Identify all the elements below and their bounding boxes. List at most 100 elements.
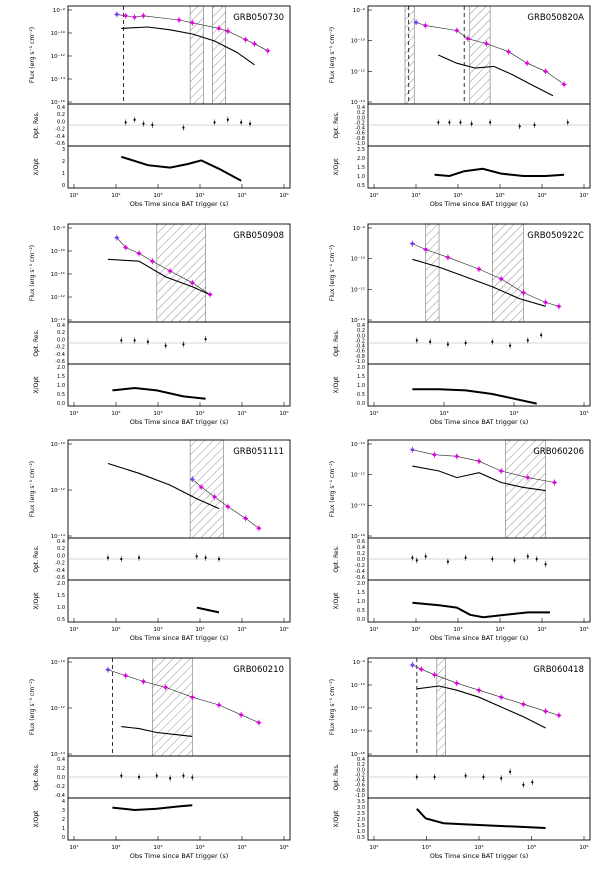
ratio-tick-label: 0.5 bbox=[357, 392, 365, 398]
xray-point bbox=[410, 448, 414, 452]
x-axis-label: Obs Time since BAT trigger (s) bbox=[130, 200, 229, 208]
x-tick-label: 10² bbox=[111, 626, 120, 633]
flux-tick-label: 10⁻¹⁴ bbox=[51, 76, 66, 83]
residual-tick-label: -0.6 bbox=[355, 575, 365, 581]
xray-point bbox=[141, 679, 146, 684]
ratio-tick-label: 1.0 bbox=[357, 829, 365, 835]
residual-point bbox=[533, 123, 536, 127]
optical-model-line bbox=[121, 26, 255, 66]
flux-tick-label: 10⁻¹² bbox=[51, 53, 65, 60]
ratio-tick-label: 0 bbox=[62, 183, 65, 189]
hatch-band bbox=[425, 223, 440, 323]
panel-grb060418: GRB060418 Flux (erg s⁻¹ cm⁻²) Opt. Res. X/O… bbox=[329, 657, 591, 860]
residual-tick-label: 0.0 bbox=[357, 557, 365, 563]
residual-tick-label: 0.2 bbox=[357, 762, 365, 768]
ratio-axis-label: X/Opt bbox=[333, 592, 340, 610]
xray-point bbox=[190, 281, 194, 285]
residual-point bbox=[508, 770, 512, 773]
residual-tick-label: -0.2 bbox=[55, 127, 65, 133]
residual-point bbox=[191, 776, 194, 779]
ratio-tick-label: 2.0 bbox=[357, 581, 365, 587]
panel-grb050908: GRB050908 Flux (erg s⁻¹ cm⁻²) Opt. Res. X/O… bbox=[29, 223, 291, 426]
xray-point bbox=[499, 277, 503, 281]
ratio-curve bbox=[412, 601, 550, 619]
residual-point bbox=[540, 334, 543, 337]
residual-axis-label: Opt. Res. bbox=[33, 763, 40, 790]
residual-point bbox=[415, 339, 418, 342]
flux-tick-label: 10⁻¹⁰ bbox=[51, 441, 66, 448]
residual-point bbox=[120, 557, 123, 561]
residual-point bbox=[133, 118, 136, 121]
residual-point bbox=[151, 123, 154, 127]
residual-axis-label: Opt. Res. bbox=[33, 545, 40, 572]
flux-tick-label: 10⁻¹² bbox=[351, 286, 365, 293]
x-axis-label: Obs Time since BAT trigger (s) bbox=[130, 418, 229, 426]
residual-tick-label: 0.4 bbox=[357, 545, 365, 551]
residual-tick-label: 0.0 bbox=[357, 115, 365, 121]
flux-axis-label: Flux (erg s⁻¹ cm⁻²) bbox=[29, 461, 36, 517]
panel-title: GRB050922C bbox=[527, 231, 584, 241]
ratio-frame bbox=[367, 797, 591, 841]
optical-model-line bbox=[412, 465, 546, 492]
residual-tick-label: -1.0 bbox=[355, 141, 365, 147]
x-tick-label: 10¹ bbox=[69, 410, 78, 417]
residual-point bbox=[164, 344, 167, 347]
residual-tick-label: -0.6 bbox=[55, 359, 65, 365]
residual-point bbox=[155, 774, 158, 777]
xray-point bbox=[208, 292, 212, 297]
residual-point bbox=[535, 557, 538, 561]
xray-point bbox=[433, 673, 437, 677]
ratio-tick-label: 1.0 bbox=[57, 605, 65, 611]
xray-point bbox=[477, 459, 481, 463]
xray-point bbox=[562, 82, 566, 86]
xray-point bbox=[124, 674, 128, 678]
x-tick-label: 10⁵ bbox=[237, 192, 246, 199]
panel-grb060210: GRB060210 Flux (erg s⁻¹ cm⁻²) Opt. Res. X/O… bbox=[29, 657, 291, 860]
ratio-tick-label: 2.0 bbox=[57, 581, 65, 587]
flux-tick-label: 10⁻¹² bbox=[351, 705, 365, 712]
xray-point bbox=[521, 702, 526, 706]
x-tick-label: 10¹ bbox=[369, 626, 378, 633]
ratio-frame bbox=[367, 145, 591, 189]
ratio-tick-label: 0.5 bbox=[357, 183, 365, 189]
residual-point bbox=[182, 343, 185, 346]
ratio-tick-label: 2.0 bbox=[357, 156, 365, 162]
xray-point bbox=[410, 242, 414, 246]
residual-point bbox=[513, 559, 516, 562]
residual-tick-label: 0.4 bbox=[57, 323, 65, 329]
residual-point bbox=[491, 340, 494, 343]
residual-point bbox=[142, 122, 145, 125]
ratio-tick-label: 2.5 bbox=[357, 811, 365, 817]
residual-tick-label: 0.4 bbox=[357, 757, 365, 763]
x-tick-label: 10² bbox=[411, 626, 420, 633]
residual-point bbox=[446, 560, 450, 563]
residual-point bbox=[248, 122, 252, 125]
residual-point bbox=[526, 555, 529, 558]
x-axis-label: Obs Time since BAT trigger (s) bbox=[430, 418, 529, 426]
xray-point bbox=[423, 24, 427, 28]
residual-point bbox=[204, 556, 207, 559]
ratio-frame bbox=[367, 363, 591, 407]
hatch-band bbox=[505, 439, 546, 539]
residual-tick-label: -0.6 bbox=[355, 783, 365, 789]
x-tick-label: 10⁶ bbox=[279, 192, 289, 199]
xray-point bbox=[257, 721, 261, 725]
ratio-tick-label: 2 bbox=[62, 159, 65, 165]
optical-model-line bbox=[438, 54, 554, 97]
xray-point bbox=[141, 14, 146, 18]
residual-point bbox=[169, 777, 172, 780]
ratio-tick-label: 0.0 bbox=[357, 401, 365, 407]
xray-point bbox=[455, 681, 459, 685]
xray-point bbox=[499, 695, 503, 699]
residual-tick-label: 0.0 bbox=[57, 553, 65, 559]
flux-tick-label: 10⁻⁹ bbox=[353, 659, 365, 666]
ratio-axis-label: X/Opt bbox=[33, 592, 40, 610]
ratio-axis-label: X/Opt bbox=[333, 376, 340, 394]
residual-point bbox=[544, 563, 547, 566]
x-tick-label: 10² bbox=[111, 844, 120, 851]
residual-point bbox=[526, 339, 529, 342]
residual-tick-label: -0.2 bbox=[355, 338, 365, 344]
xray-point bbox=[168, 269, 172, 273]
x-axis-label: Obs Time since BAT trigger (s) bbox=[130, 852, 229, 860]
residual-point bbox=[133, 339, 136, 342]
